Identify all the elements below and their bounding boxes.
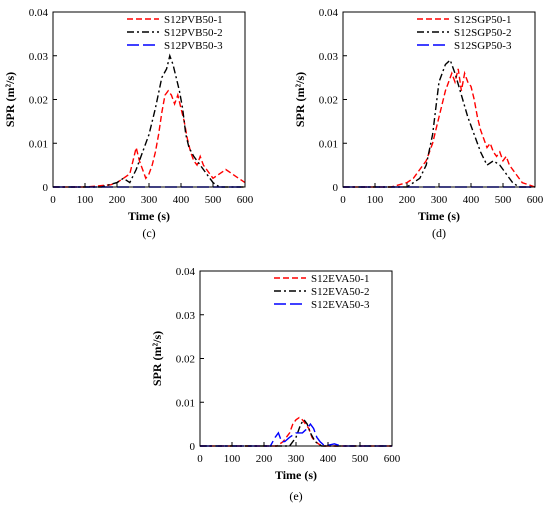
x-tick-label: 300 — [431, 194, 448, 206]
series-line-1 — [53, 89, 246, 188]
legend-entry: S12SGP50-1 — [454, 14, 511, 26]
x-tick-label: 100 — [77, 194, 94, 206]
y-tick-label: 0.03 — [176, 310, 196, 322]
x-tick-label: 300 — [141, 194, 158, 206]
x-tick-label: 600 — [527, 194, 544, 206]
x-tick-label: 500 — [205, 194, 222, 206]
x-tick-label: 200 — [109, 194, 126, 206]
x-tick-label: 500 — [495, 194, 512, 206]
chart-panel-1: 0 100 200 300 400 500 600 0 0.01 0.02 0.03 0.04 Time… — [3, 7, 254, 240]
panel-label: (e) — [289, 489, 302, 503]
x-tick-label: 0 — [50, 194, 56, 206]
x-axis-label: Time (s) — [275, 468, 317, 482]
x-tick-label: 600 — [384, 453, 401, 465]
series-line-1 — [343, 68, 536, 188]
panel-label: (d) — [432, 226, 446, 240]
legend-entry: S12EVA50-2 — [311, 286, 369, 298]
y-tick-label: 0.03 — [29, 51, 49, 63]
x-tick-label: 200 — [256, 453, 273, 465]
y-tick-label: 0.02 — [29, 95, 48, 107]
legend-entry: S12PVB50-1 — [164, 14, 223, 26]
legend-entry: S12SGP50-2 — [454, 27, 511, 39]
x-tick-label: 100 — [367, 194, 384, 206]
x-tick-label: 400 — [463, 194, 480, 206]
series-line-3 — [200, 422, 392, 447]
x-tick-label: 600 — [237, 194, 254, 206]
x-tick-label: 0 — [340, 194, 346, 206]
x-tick-label: 200 — [399, 194, 416, 206]
x-axis-label: Time (s) — [128, 209, 170, 223]
legend-entry: S12PVB50-3 — [164, 40, 223, 52]
panel-label: (c) — [142, 226, 155, 240]
y-tick-label: 0.04 — [29, 7, 49, 19]
y-tick-label: 0.01 — [319, 138, 338, 150]
legend-entry: S12EVA50-1 — [311, 273, 369, 285]
y-tick-label: 0.04 — [176, 266, 196, 278]
y-tick-label: 0 — [333, 182, 339, 194]
series-line-2 — [53, 53, 245, 188]
series-line-2 — [343, 58, 535, 188]
y-axis-label: SPR (m²/s) — [293, 72, 307, 127]
y-tick-label: 0.01 — [29, 138, 48, 150]
y-axis-label: SPR (m²/s) — [150, 331, 164, 386]
y-axis-label: SPR (m²/s) — [3, 72, 17, 127]
legend-entry: S12PVB50-2 — [164, 27, 223, 39]
x-tick-label: 500 — [352, 453, 369, 465]
chart-panel-2: 0 100 200 300 400 500 600 0 0.01 0.02 0.03 0.04 Time… — [293, 7, 544, 240]
series-line-2 — [200, 418, 392, 447]
y-tick-label: 0.04 — [319, 7, 339, 19]
y-tick-label: 0.01 — [176, 397, 195, 409]
y-tick-label: 0.02 — [176, 354, 195, 366]
y-tick-label: 0 — [190, 441, 196, 453]
legend-entry: S12EVA50-3 — [311, 299, 370, 311]
x-tick-label: 400 — [173, 194, 190, 206]
legend-entry: S12SGP50-3 — [454, 40, 512, 52]
x-axis-label: Time (s) — [418, 209, 460, 223]
y-tick-label: 0.02 — [319, 95, 338, 107]
x-tick-label: 300 — [288, 453, 305, 465]
x-tick-label: 100 — [224, 453, 241, 465]
x-tick-label: 400 — [320, 453, 337, 465]
chart-panel-3: 0 100 200 300 400 500 600 0 0.01 0.02 0.03 0.04 Time… — [150, 266, 401, 503]
series-line-1 — [200, 416, 392, 447]
y-tick-label: 0 — [43, 182, 49, 194]
x-tick-label: 0 — [197, 453, 203, 465]
y-tick-label: 0.03 — [319, 51, 339, 63]
